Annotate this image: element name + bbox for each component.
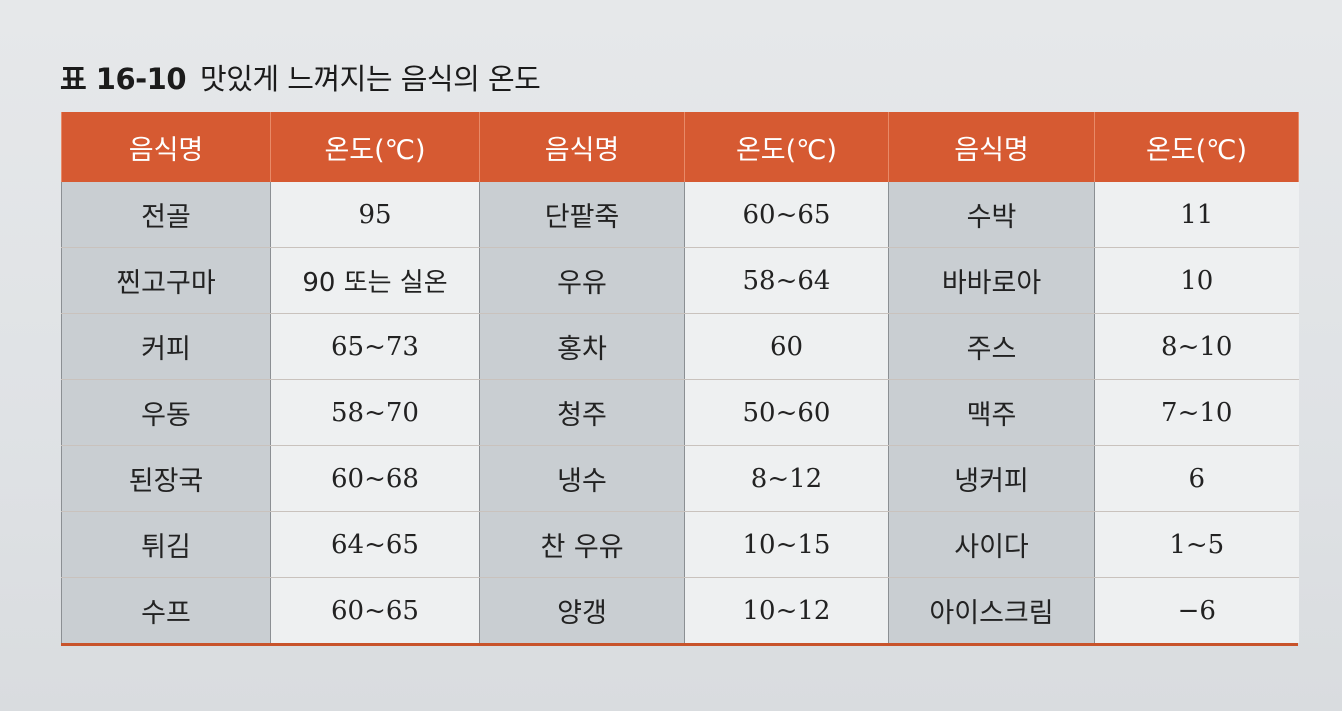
food-name-cell: 튀김 xyxy=(61,511,271,578)
food-name-cell: 냉커피 xyxy=(888,445,1095,512)
food-name-cell: 맥주 xyxy=(888,379,1095,446)
table-row: 찐고구마 90 또는 실온 우유 58~64 바바로아 10 xyxy=(61,247,1299,314)
temperature-cell: 11 xyxy=(1094,182,1299,248)
header-temperature-1: 온도(℃) xyxy=(270,112,480,182)
table-row: 튀김 64~65 찬 우유 10~15 사이다 1~5 xyxy=(61,511,1299,578)
food-name-cell: 우동 xyxy=(61,379,271,446)
food-name-cell: 홍차 xyxy=(479,313,685,380)
food-name-cell: 커피 xyxy=(61,313,271,380)
table-header-row: 음식명 온도(℃) 음식명 온도(℃) 음식명 온도(℃) xyxy=(61,112,1299,182)
table-number: 표 16-10 xyxy=(60,62,187,96)
food-name-cell: 단팥죽 xyxy=(479,182,685,248)
temperature-cell: 65~73 xyxy=(270,313,480,380)
temperature-cell: 60~65 xyxy=(270,577,480,643)
header-temperature-3: 온도(℃) xyxy=(1094,112,1299,182)
food-name-cell: 아이스크림 xyxy=(888,577,1095,643)
food-name-cell: 찬 우유 xyxy=(479,511,685,578)
food-temperature-table: 음식명 온도(℃) 음식명 온도(℃) 음식명 온도(℃) 전골 95 단팥죽 … xyxy=(61,112,1299,643)
temperature-table-container: 음식명 온도(℃) 음식명 온도(℃) 음식명 온도(℃) 전골 95 단팥죽 … xyxy=(61,112,1299,646)
temperature-cell: 10~15 xyxy=(684,511,889,578)
temperature-cell: 8~10 xyxy=(1094,313,1299,380)
temperature-cell: 6 xyxy=(1094,445,1299,512)
food-name-cell: 바바로아 xyxy=(888,247,1095,314)
header-food-name-2: 음식명 xyxy=(479,112,685,182)
food-name-cell: 찐고구마 xyxy=(61,247,271,314)
header-food-name-1: 음식명 xyxy=(61,112,271,182)
food-name-cell: 우유 xyxy=(479,247,685,314)
food-name-cell: 수박 xyxy=(888,182,1095,248)
temperature-cell: 8~12 xyxy=(684,445,889,512)
food-name-cell: 수프 xyxy=(61,577,271,643)
header-temperature-2: 온도(℃) xyxy=(684,112,889,182)
food-name-cell: 청주 xyxy=(479,379,685,446)
food-name-cell: 냉수 xyxy=(479,445,685,512)
table-row: 전골 95 단팥죽 60~65 수박 11 xyxy=(61,182,1299,248)
food-name-cell: 주스 xyxy=(888,313,1095,380)
temperature-cell: 95 xyxy=(270,182,480,248)
temperature-cell: 90 또는 실온 xyxy=(270,247,480,314)
temperature-cell: 60~68 xyxy=(270,445,480,512)
temperature-cell: 10~12 xyxy=(684,577,889,643)
temperature-cell: 58~70 xyxy=(270,379,480,446)
table-caption: 표 16-10 맛있게 느껴지는 음식의 온도 xyxy=(60,56,541,98)
temperature-cell: 60~65 xyxy=(684,182,889,248)
table-row: 커피 65~73 홍차 60 주스 8~10 xyxy=(61,313,1299,380)
table-title: 맛있게 느껴지는 음식의 온도 xyxy=(200,62,541,96)
food-name-cell: 된장국 xyxy=(61,445,271,512)
food-name-cell: 전골 xyxy=(61,182,271,248)
temperature-cell: 7~10 xyxy=(1094,379,1299,446)
temperature-cell: 58~64 xyxy=(684,247,889,314)
food-name-cell: 사이다 xyxy=(888,511,1095,578)
temperature-cell: 10 xyxy=(1094,247,1299,314)
table-row: 우동 58~70 청주 50~60 맥주 7~10 xyxy=(61,379,1299,446)
header-food-name-3: 음식명 xyxy=(888,112,1095,182)
temperature-cell: 50~60 xyxy=(684,379,889,446)
temperature-cell: 1~5 xyxy=(1094,511,1299,578)
table-row: 된장국 60~68 냉수 8~12 냉커피 6 xyxy=(61,445,1299,512)
table-row: 수프 60~65 양갱 10~12 아이스크림 −6 xyxy=(61,577,1299,643)
temperature-cell: 64~65 xyxy=(270,511,480,578)
temperature-cell: 60 xyxy=(684,313,889,380)
food-name-cell: 양갱 xyxy=(479,577,685,643)
temperature-cell: −6 xyxy=(1094,577,1299,643)
